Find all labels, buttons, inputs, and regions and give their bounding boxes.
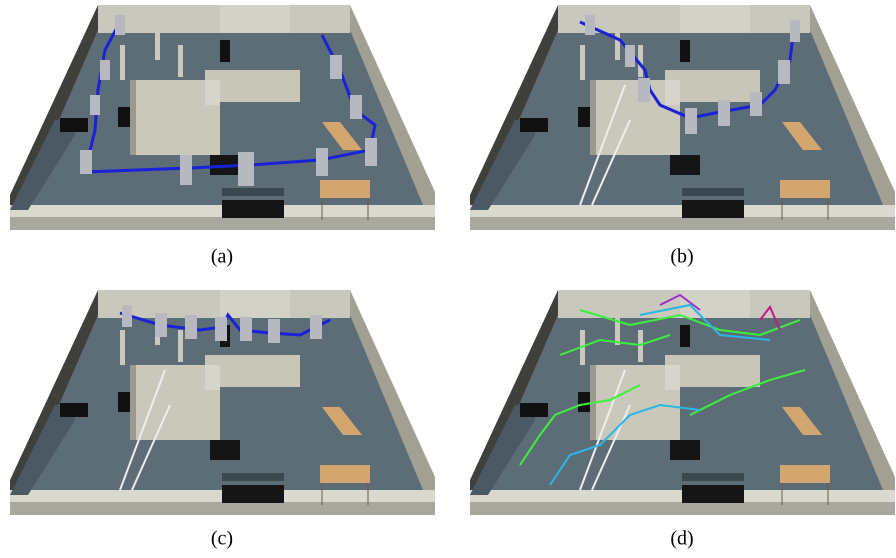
scene <box>9 4 436 231</box>
trajectory <box>119 311 331 337</box>
robots <box>80 15 377 186</box>
panel-c: (c) <box>9 289 436 550</box>
trajectories <box>519 293 806 486</box>
pole <box>119 369 166 491</box>
caption: (c) <box>211 528 233 550</box>
panel-b: (b) <box>469 4 896 268</box>
caption: (b) <box>670 246 693 268</box>
pole <box>579 369 626 491</box>
scene <box>469 289 896 516</box>
panel-a: (a) <box>9 4 436 268</box>
pole <box>579 84 626 206</box>
scene <box>469 4 896 231</box>
caption: (d) <box>670 528 693 550</box>
pole <box>591 119 631 206</box>
robots <box>585 15 800 134</box>
pole <box>591 404 631 491</box>
robots <box>122 305 322 343</box>
panel-d: (d) <box>469 289 896 550</box>
pole <box>131 404 171 491</box>
caption: (a) <box>211 246 233 268</box>
